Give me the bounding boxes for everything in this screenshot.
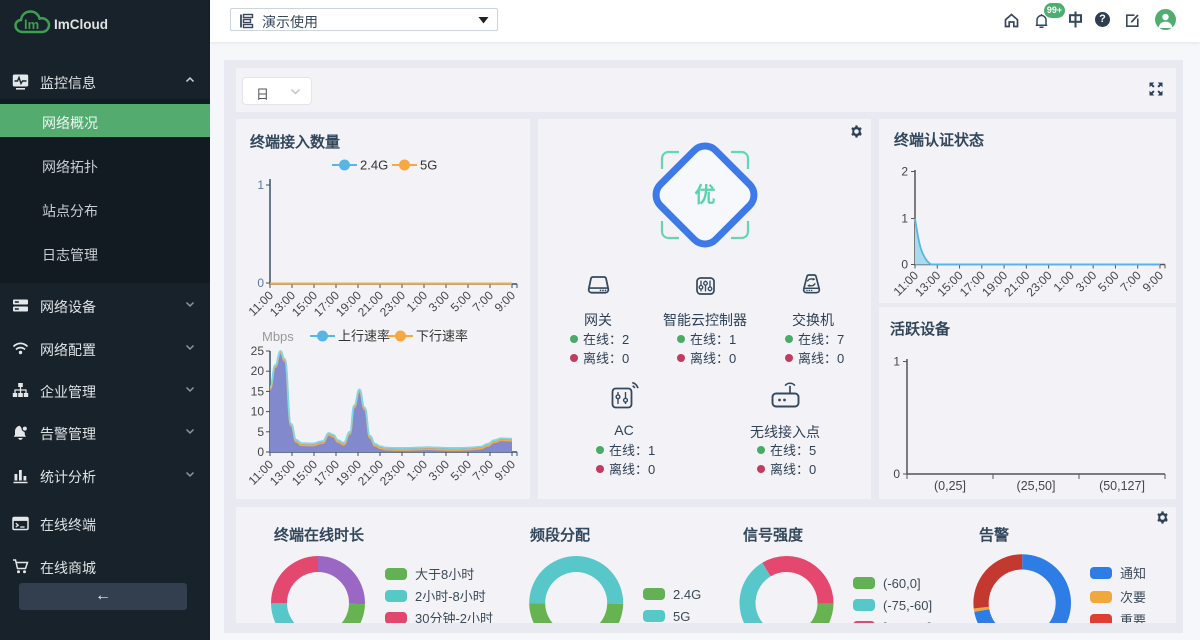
svg-text:上行速率: 上行速率 xyxy=(338,329,390,344)
svg-text:1: 1 xyxy=(257,178,264,192)
svg-text:优: 优 xyxy=(695,183,716,207)
svg-text:5G: 5G xyxy=(420,158,437,173)
svg-text:7:00: 7:00 xyxy=(470,288,497,315)
svg-text:0: 0 xyxy=(901,258,908,272)
svg-text:2.4G: 2.4G xyxy=(360,158,388,173)
svg-text:20: 20 xyxy=(251,364,265,378)
svg-text:(50,127]: (50,127] xyxy=(1099,479,1145,493)
svg-text:5:00: 5:00 xyxy=(1095,268,1122,295)
svg-text:(0,25]: (0,25] xyxy=(934,479,966,493)
svg-text:下行速率: 下行速率 xyxy=(416,329,468,344)
svg-text:5:00: 5:00 xyxy=(448,457,475,484)
svg-text:Mbps: Mbps xyxy=(262,329,294,344)
svg-text:(25,50]: (25,50] xyxy=(1017,479,1056,493)
svg-text:0: 0 xyxy=(257,445,264,459)
svg-text:0: 0 xyxy=(893,467,900,481)
svg-text:1: 1 xyxy=(901,212,908,226)
svg-text:25: 25 xyxy=(251,344,265,358)
svg-text:lm: lm xyxy=(24,17,39,32)
svg-text:0: 0 xyxy=(257,276,264,290)
svg-text:23:00: 23:00 xyxy=(1024,268,1055,299)
svg-text:15: 15 xyxy=(251,384,265,398)
svg-text:2: 2 xyxy=(901,165,908,179)
svg-text:3:00: 3:00 xyxy=(426,288,453,315)
svg-text:3:00: 3:00 xyxy=(1073,268,1100,295)
svg-text:1:00: 1:00 xyxy=(404,457,431,484)
svg-text:1: 1 xyxy=(893,355,900,369)
svg-text:10: 10 xyxy=(251,405,265,419)
svg-text:3:00: 3:00 xyxy=(426,457,453,484)
svg-text:9:00: 9:00 xyxy=(492,457,519,484)
svg-text:7:00: 7:00 xyxy=(470,457,497,484)
svg-text:7:00: 7:00 xyxy=(1117,268,1144,295)
svg-text:1:00: 1:00 xyxy=(1051,268,1078,295)
svg-text:5:00: 5:00 xyxy=(448,288,475,315)
svg-text:1:00: 1:00 xyxy=(404,288,431,315)
svg-text:9:00: 9:00 xyxy=(1140,268,1167,295)
svg-text:5: 5 xyxy=(257,425,264,439)
svg-text:9:00: 9:00 xyxy=(492,288,519,315)
